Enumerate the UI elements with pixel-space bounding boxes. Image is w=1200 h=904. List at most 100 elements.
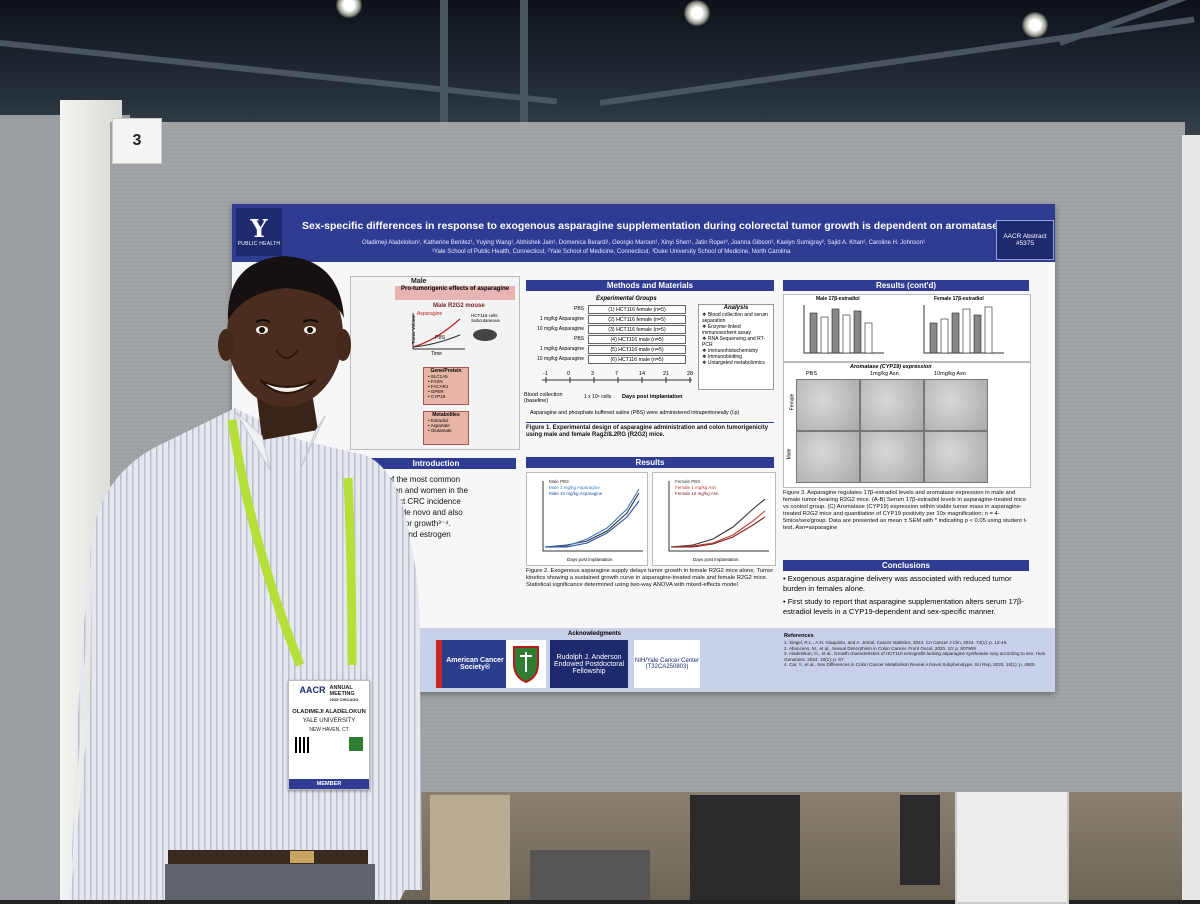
poster-authors: Oladimeji Aladelokun¹, Katherine Benitez… (362, 240, 925, 246)
intro-line: is not clear. (372, 541, 413, 550)
gene-item: • GPER (428, 389, 444, 394)
group-row: PBS (1) HCT116 female (n=5) (522, 305, 702, 314)
legend-entry: Male 1 mg/kg Asparagine (549, 485, 600, 490)
ihc-image (796, 431, 860, 483)
intro-line: h in men and women in the (372, 486, 469, 495)
background-person (900, 795, 940, 885)
conclusion-item: • First study to report that asparagine … (783, 597, 1024, 616)
estradiol-bar (951, 312, 960, 354)
group-label: (2) HCT116 female (n=5) (588, 315, 686, 324)
experimental-groups: PBS (1) HCT116 female (n=5) 1 mg/kg Aspara… (522, 305, 702, 365)
growth-curve (544, 488, 640, 548)
carpet-mat (530, 850, 650, 900)
group-dose: PBS (573, 306, 584, 312)
intro-line: en) affect CRC incidence (372, 497, 461, 506)
ihc-row-label: Female (789, 393, 796, 411)
gene-item: • CYP19 (428, 394, 446, 399)
x-axis-label: Days post implantation (693, 557, 739, 562)
legend-entry: Female 1 mg/kg Asn (675, 485, 717, 490)
conclusions-heading: Conclusions (783, 560, 1029, 571)
estradiol-bar (984, 306, 993, 354)
nih-yale-label: NIH/Yale Cancer Center (T32CA250803) (634, 640, 700, 688)
figure-2-caption: Figure 2. Exogenous asparagine supply de… (526, 568, 774, 588)
shield-logo (506, 640, 546, 688)
metabolite-item: • Aspartate (428, 423, 450, 428)
graphical-abstract: Male Pro-tumorigenic effects of asparagi… (350, 276, 520, 450)
ceiling-light (1022, 12, 1048, 38)
metabolites-box: Metabolites • Estradiol • Aspartate • Glut… (423, 411, 469, 445)
gene-protein-box: Gene/Protein • SLC1A5 • FASN • FACAR1 • GPE… (423, 367, 469, 405)
timeline-label: 3 (591, 371, 594, 377)
research-poster: Y PUBLIC HEALTH Sex-specific differences… (232, 204, 1055, 692)
ihc-image (860, 431, 924, 483)
estradiol-bar (929, 322, 938, 354)
analysis-item: ❖ Blood collection and serum separation (702, 312, 768, 324)
poster-footer: Acknowledgments American Cancer Society®… (408, 628, 1055, 692)
results-contd-heading: Results (cont'd) (783, 280, 1029, 291)
mouse-label: Male R2G2 mouse (433, 303, 485, 309)
growth-curve (545, 500, 640, 548)
group-row: 1 mg/kg Asparagine (5) HCT116 male (n=5) (522, 345, 702, 354)
reference-item: 2. Abancens, M., et al., Sexual Dimorphi… (784, 645, 976, 651)
ihc-row-label: Male (786, 448, 793, 460)
estradiol-bar (973, 314, 982, 354)
yale-logo: Y PUBLIC HEALTH (236, 208, 282, 256)
estradiol-bar (853, 310, 862, 354)
timeline-label: 21 (663, 371, 669, 377)
timeline-label: 7 (615, 371, 618, 377)
group-row: 1 mg/kg Asparagine (2) HCT116 female (n=5… (522, 315, 702, 324)
ihc-column-label: 10mg/kg Asn (934, 371, 966, 377)
shield-icon (513, 646, 539, 684)
results-heading: Results (526, 457, 774, 468)
ihc-column-label: PBS (806, 371, 818, 377)
pants (165, 864, 375, 900)
group-dose: 10 mg/kg Asparagine (537, 356, 584, 362)
legend-entry: Female 10 mg/kg Asn (675, 491, 719, 496)
background-person (430, 795, 510, 900)
badge-type: MEMBER (289, 779, 369, 789)
ihc-image (924, 431, 988, 483)
group-row: 10 mg/kg Asparagine (3) HCT116 female (n=… (522, 325, 702, 334)
chart-axis (542, 481, 643, 552)
background-person (690, 795, 800, 900)
introduction-text: one of the most common h in men and women… (372, 474, 520, 551)
group-dose: 10 mg/kg Asparagine (537, 326, 584, 332)
ceiling (0, 0, 1200, 140)
conclusion-item: • Exogenous asparagine delivery was asso… (783, 574, 1012, 593)
aacr-logo: AACR (299, 685, 326, 695)
intro-line: one of the most common (372, 475, 461, 484)
belt (168, 850, 368, 864)
timeline: -1 0 3 7 14 21 28 (542, 371, 693, 383)
timeline-label: 0 (567, 371, 570, 377)
group-row: 10 mg/kg Asparagine (6) HCT116 male (n=5) (522, 355, 702, 364)
timeline-label: 28 (687, 371, 693, 377)
intro-line: ence tumor growth³⁻⁴. (372, 519, 451, 528)
poster-header: Y PUBLIC HEALTH Sex-specific differences… (232, 204, 1055, 262)
growth-curve (670, 498, 766, 548)
poster-affiliations: ¹Yale School of Public Health, Connectic… (432, 249, 791, 255)
aacr-small-logo (349, 737, 363, 751)
growth-sketch (412, 313, 497, 350)
female-growth-chart: Female PBS Female 1 mg/kg Asn Female 10 mg… (652, 472, 776, 566)
group-row: PBS (4) HCT116 male (n=5) (522, 335, 702, 344)
figure-3-caption: Figure 3. Asparagine regulates 17β-estra… (783, 490, 1028, 531)
group-label: (6) HCT116 male (n=5) (588, 355, 686, 364)
estradiol-charts: Male 17β-estradiol Female 17β-estradiol (783, 294, 1031, 362)
metabolite-item: • Glutamate (428, 428, 452, 433)
male-label: Male (411, 278, 427, 285)
growth-curve (544, 492, 640, 548)
reference-item: 1. Siegel, R.L., A.N. Giaquinto, and A. … (784, 640, 1008, 645)
metabolite-item: • Estradiol (428, 418, 449, 423)
ceiling-light (336, 0, 362, 18)
gene-item: • FACAR1 (428, 384, 449, 389)
anderson-fellowship-logo: Rudolph J. Anderson Endowed Postdoctoral… (550, 640, 628, 688)
analysis-item: ❖ Immunoblotting (702, 354, 743, 360)
ihc-column-label: 1mg/kg Asn (870, 371, 899, 377)
growth-curve (670, 510, 766, 548)
ceiling-light (684, 0, 710, 26)
analysis-box: Analysis ❖ Blood collection and serum se… (698, 304, 774, 390)
name-badge: AACR ANNUAL MEETING 2025 CHICAGO OLADIME… (288, 680, 370, 790)
legend-entry: Male PBS (549, 479, 569, 484)
estradiol-bar (962, 308, 971, 354)
timeline-label: 14 (639, 371, 645, 377)
